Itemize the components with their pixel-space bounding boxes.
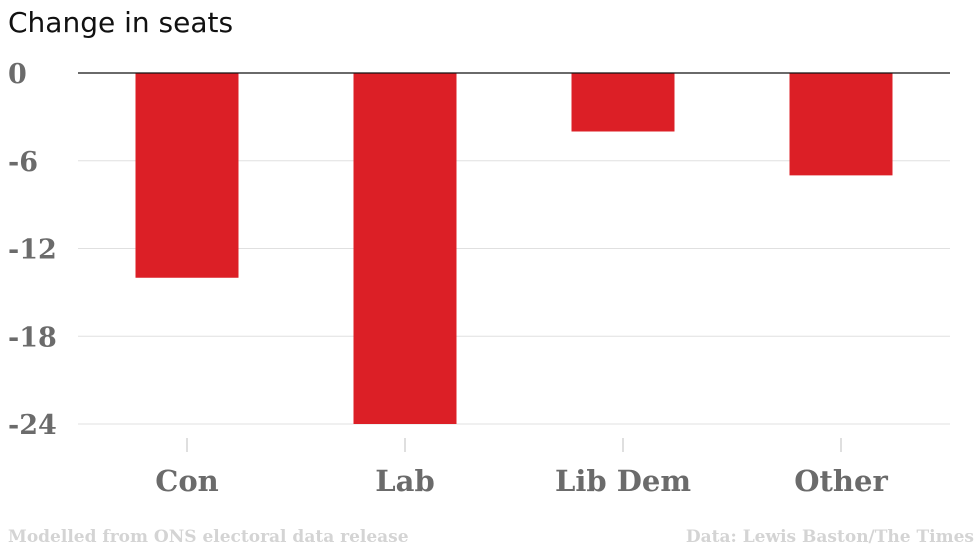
- x-tick-label: Con: [155, 464, 219, 498]
- data-credit: Data: Lewis Baston/The Times: [685, 527, 974, 547]
- x-tick-label: Lab: [375, 464, 434, 498]
- bar-lab: [353, 73, 457, 424]
- chart-title: Change in seats: [8, 6, 234, 39]
- y-tick-label: -18: [8, 322, 57, 353]
- bar-con: [135, 73, 239, 278]
- bars: [135, 73, 893, 424]
- x-tick-label: Other: [794, 464, 888, 498]
- y-tick-label: -24: [8, 410, 57, 441]
- y-tick-label: -12: [8, 235, 57, 266]
- y-tick-label: -6: [8, 147, 38, 178]
- x-tick-label: Lib Dem: [555, 464, 691, 498]
- bar-lib-dem: [571, 73, 675, 132]
- y-tick-label: 0: [8, 59, 27, 90]
- y-axis-ticks: 0 -6 -12 -18 -24: [8, 59, 57, 441]
- source-note: Modelled from ONS electoral data release: [8, 527, 409, 547]
- bar-other: [789, 73, 893, 176]
- x-axis-ticks: Con Lab Lib Dem Other: [155, 438, 888, 498]
